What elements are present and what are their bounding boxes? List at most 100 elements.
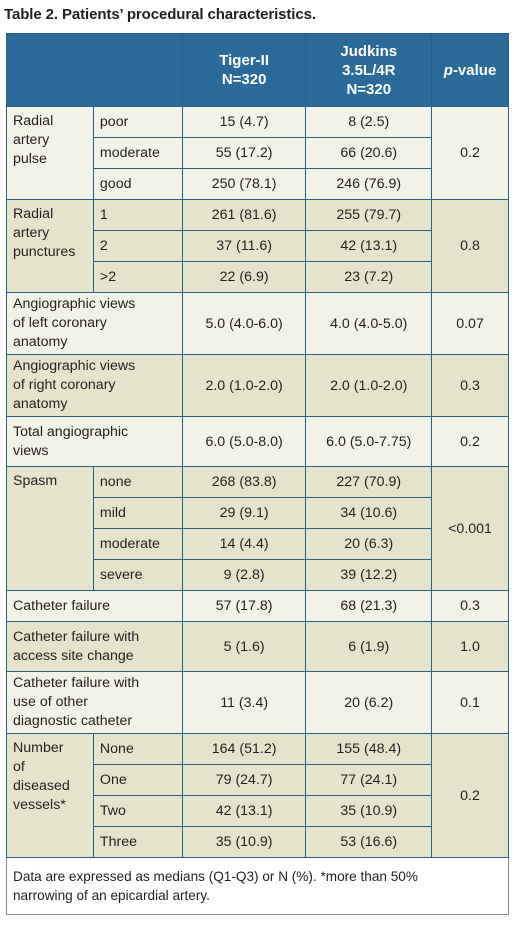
table-row: Total angiographic views 6.0 (5.0-8.0) 6… xyxy=(6,416,509,467)
sub-label: Three xyxy=(92,826,183,858)
table-title: Table 2. Patients’ procedural characteri… xyxy=(4,6,316,23)
tiger-value: 2.0 (1.0-2.0) xyxy=(181,354,307,417)
tiger-value: 250 (78.1) xyxy=(181,168,307,200)
judkins-value: 246 (76.9) xyxy=(305,168,433,200)
tiger-value: 29 (9.1) xyxy=(181,497,307,529)
sub-label: moderate xyxy=(92,528,183,560)
table-row: Spasm none 268 (83.8) 227 (70.9) <0.001 xyxy=(6,466,509,591)
table-row: Angiographic views of right coronary ana… xyxy=(6,354,509,417)
footnote: Data are expressed as medians (Q1-Q3) or… xyxy=(6,857,509,915)
row-label-catheter-failure-access: Catheter failure with access site change xyxy=(6,621,183,672)
p-value: 0.3 xyxy=(431,590,509,622)
tiger-value: 9 (2.8) xyxy=(181,559,307,591)
row-label-spasm: Spasm xyxy=(6,466,94,591)
table-row: severe 9 (2.8) 39 (12.2) xyxy=(7,559,509,591)
p-value: 0.8 xyxy=(431,199,509,293)
sub-label: none xyxy=(92,466,183,498)
row-label-views-right: Angiographic views of right coronary ana… xyxy=(6,354,183,417)
tiger-value: 22 (6.9) xyxy=(181,261,307,293)
tiger-value: 6.0 (5.0-8.0) xyxy=(181,416,307,467)
table-row: One 79 (24.7) 77 (24.1) xyxy=(7,764,509,796)
tiger-value: 55 (17.2) xyxy=(181,137,307,169)
tiger-value: 14 (4.4) xyxy=(181,528,307,560)
sub-label: One xyxy=(92,764,183,796)
judkins-value: 6 (1.9) xyxy=(305,621,433,672)
sub-label: >2 xyxy=(92,261,183,293)
tiger-value: 5.0 (4.0-6.0) xyxy=(181,292,307,355)
judkins-value: 66 (20.6) xyxy=(305,137,433,169)
judkins-value: 39 (12.2) xyxy=(305,559,433,591)
row-label-diseased-vessels: Number of diseased vessels* xyxy=(6,733,94,858)
tiger-value: 164 (51.2) xyxy=(181,733,307,765)
judkins-value: 77 (24.1) xyxy=(305,764,433,796)
procedural-characteristics-table: Tiger-II N=320 Judkins 3.5L/4R N=320 p-v… xyxy=(6,33,509,915)
tiger-value: 42 (13.1) xyxy=(181,795,307,827)
row-label-catheter-failure-other: Catheter failure with use of other diagn… xyxy=(6,671,183,734)
tiger-value: 5 (1.6) xyxy=(181,621,307,672)
table-row: moderate 14 (4.4) 20 (6.3) xyxy=(7,528,509,560)
sub-label: mild xyxy=(92,497,183,529)
p-value: 0.1 xyxy=(431,671,509,734)
judkins-value: 2.0 (1.0-2.0) xyxy=(305,354,433,417)
tiger-value: 79 (24.7) xyxy=(181,764,307,796)
table-row: Catheter failure with access site change… xyxy=(6,621,509,672)
table-row: Catheter failure 57 (17.8) 68 (21.3) 0.3 xyxy=(6,590,509,622)
table-row: Radial artery pulse poor 15 (4.7) 8 (2.5… xyxy=(6,106,509,200)
header-judkins: Judkins 3.5L/4R N=320 xyxy=(305,33,433,107)
sub-label: Two xyxy=(92,795,183,827)
p-value: 0.3 xyxy=(431,354,509,417)
row-label-views-total: Total angiographic views xyxy=(6,416,183,467)
p-value: <0.001 xyxy=(431,466,509,591)
table-row: Number of diseased vessels* None 164 (51… xyxy=(6,733,509,858)
sub-label: poor xyxy=(92,106,183,138)
tiger-value: 268 (83.8) xyxy=(181,466,307,498)
tiger-value: 57 (17.8) xyxy=(181,590,307,622)
judkins-value: 255 (79.7) xyxy=(305,199,433,231)
p-value: 0.2 xyxy=(431,733,509,858)
judkins-value: 68 (21.3) xyxy=(305,590,433,622)
judkins-value: 53 (16.6) xyxy=(305,826,433,858)
p-value: 0.07 xyxy=(431,292,509,355)
row-label-views-left: Angiographic views of left coronary anat… xyxy=(6,292,183,355)
p-value: 0.2 xyxy=(431,106,509,200)
row-label-radial-punctures: Radial artery punctures xyxy=(6,199,94,293)
table-row: good 250 (78.1) 246 (76.9) xyxy=(7,168,509,200)
sub-label: severe xyxy=(92,559,183,591)
p-value: 0.2 xyxy=(431,416,509,467)
judkins-value: 20 (6.2) xyxy=(305,671,433,734)
judkins-value: 23 (7.2) xyxy=(305,261,433,293)
table-row: moderate 55 (17.2) 66 (20.6) xyxy=(7,137,509,169)
sub-label: moderate xyxy=(92,137,183,169)
tiger-value: 11 (3.4) xyxy=(181,671,307,734)
header-empty-cell xyxy=(6,33,183,107)
table-row: Angiographic views of left coronary anat… xyxy=(6,292,509,355)
sub-label: 2 xyxy=(92,230,183,262)
tiger-value: 35 (10.9) xyxy=(181,826,307,858)
header-p-value: p-value xyxy=(431,33,509,107)
judkins-value: 227 (70.9) xyxy=(305,466,433,498)
judkins-value: 8 (2.5) xyxy=(305,106,433,138)
sub-label: 1 xyxy=(92,199,183,231)
row-label-radial-pulse: Radial artery pulse xyxy=(6,106,94,200)
judkins-value: 4.0 (4.0-5.0) xyxy=(305,292,433,355)
judkins-value: 34 (10.6) xyxy=(305,497,433,529)
table-row: Catheter failure with use of other diagn… xyxy=(6,671,509,734)
table-row: Radial artery punctures 1 261 (81.6) 255… xyxy=(6,199,509,293)
sub-label: None xyxy=(92,733,183,765)
p-value: 1.0 xyxy=(431,621,509,672)
header-row: Tiger-II N=320 Judkins 3.5L/4R N=320 p-v… xyxy=(6,33,509,107)
table-row: Three 35 (10.9) 53 (16.6) xyxy=(7,826,509,858)
judkins-value: 155 (48.4) xyxy=(305,733,433,765)
footnote-row: Data are expressed as medians (Q1-Q3) or… xyxy=(6,857,509,915)
sub-label: good xyxy=(92,168,183,200)
row-label-catheter-failure: Catheter failure xyxy=(6,590,183,622)
judkins-value: 20 (6.3) xyxy=(305,528,433,560)
tiger-value: 37 (11.6) xyxy=(181,230,307,262)
table-row: Two 42 (13.1) 35 (10.9) xyxy=(7,795,509,827)
tiger-value: 15 (4.7) xyxy=(181,106,307,138)
judkins-value: 35 (10.9) xyxy=(305,795,433,827)
tiger-value: 261 (81.6) xyxy=(181,199,307,231)
judkins-value: 6.0 (5.0-7.75) xyxy=(305,416,433,467)
judkins-value: 42 (13.1) xyxy=(305,230,433,262)
header-tiger-ii: Tiger-II N=320 xyxy=(181,33,307,107)
